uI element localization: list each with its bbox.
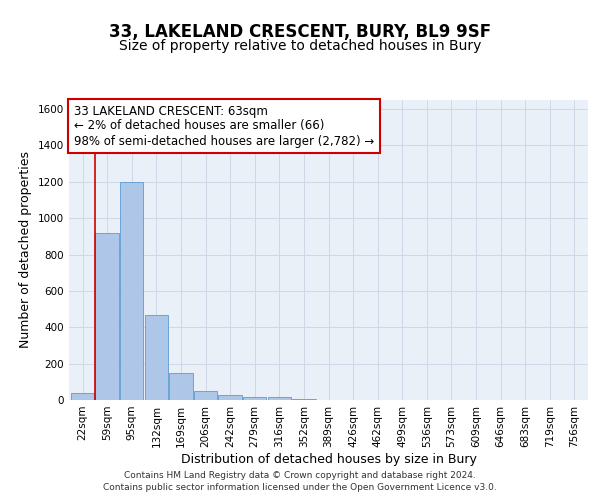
Bar xyxy=(268,398,291,400)
X-axis label: Distribution of detached houses by size in Bury: Distribution of detached houses by size … xyxy=(181,452,476,466)
Bar xyxy=(169,372,193,400)
Text: Size of property relative to detached houses in Bury: Size of property relative to detached ho… xyxy=(119,39,481,53)
Text: Contains HM Land Registry data © Crown copyright and database right 2024.
Contai: Contains HM Land Registry data © Crown c… xyxy=(103,471,497,492)
Bar xyxy=(218,394,242,400)
Text: 33 LAKELAND CRESCENT: 63sqm
← 2% of detached houses are smaller (66)
98% of semi: 33 LAKELAND CRESCENT: 63sqm ← 2% of deta… xyxy=(74,104,374,148)
Bar xyxy=(145,314,168,400)
Y-axis label: Number of detached properties: Number of detached properties xyxy=(19,152,32,348)
Bar xyxy=(71,392,94,400)
Bar xyxy=(243,398,266,400)
Bar xyxy=(292,399,316,400)
Bar xyxy=(194,391,217,400)
Text: 33, LAKELAND CRESCENT, BURY, BL9 9SF: 33, LAKELAND CRESCENT, BURY, BL9 9SF xyxy=(109,24,491,42)
Bar xyxy=(120,182,143,400)
Bar xyxy=(95,232,119,400)
